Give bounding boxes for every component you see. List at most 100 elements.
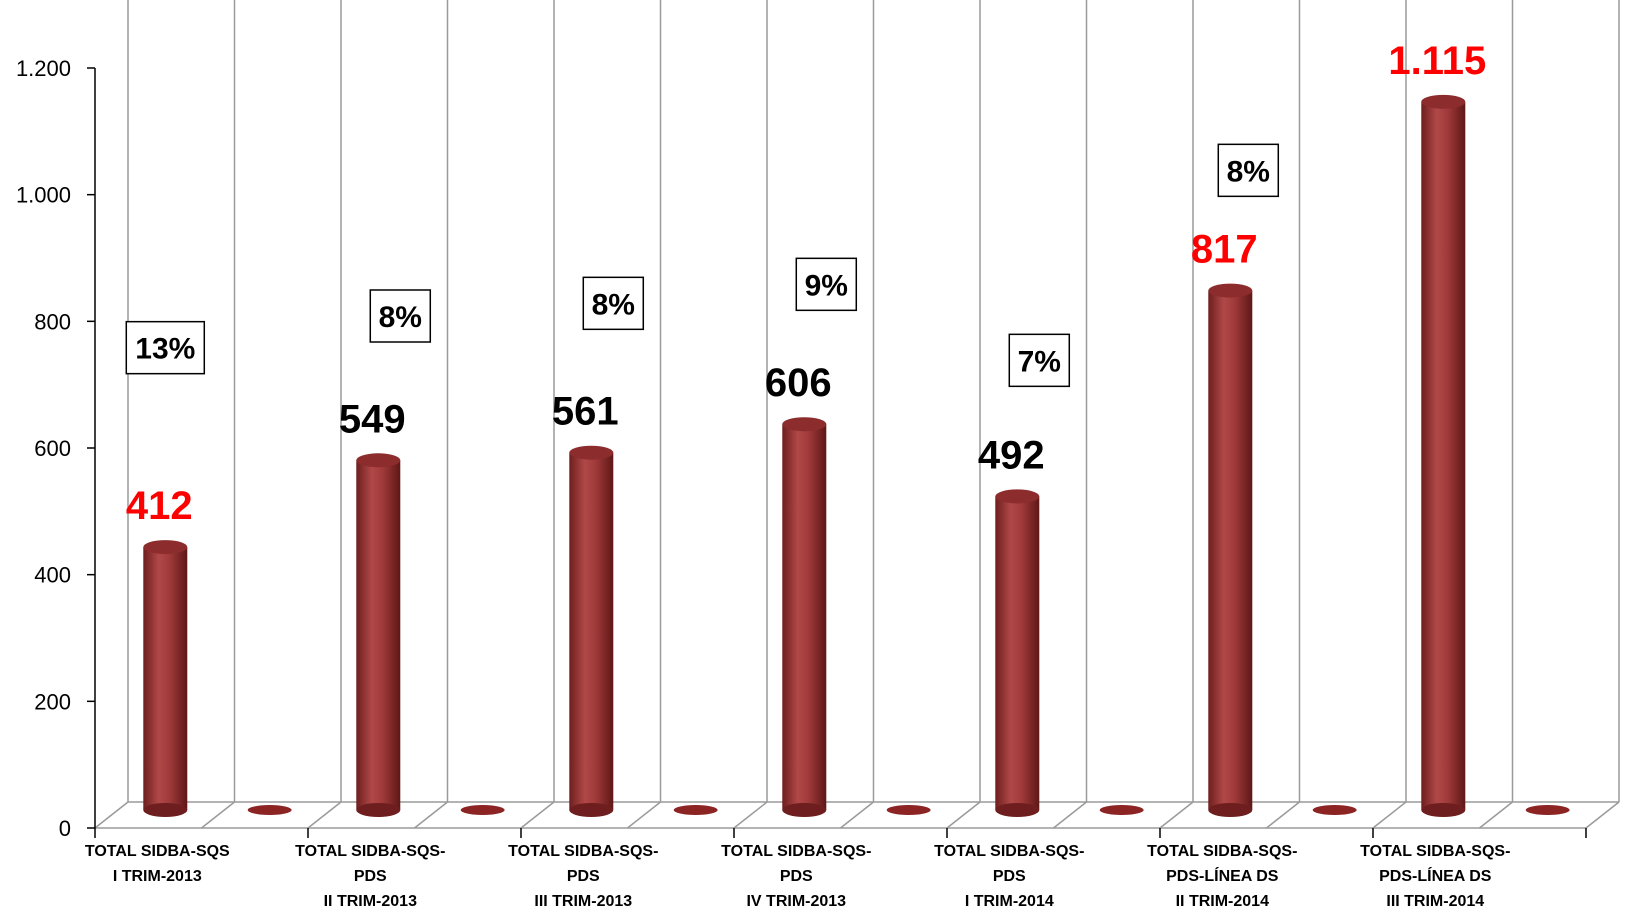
bar-body <box>356 460 401 810</box>
percent-label-box <box>582 276 645 331</box>
bar-base <box>995 803 1040 817</box>
value-label: 817 <box>1191 228 1258 272</box>
category-label: TOTAL SIDBA-SQS- <box>934 843 1084 860</box>
bar-base <box>143 803 188 817</box>
bar-top <box>782 417 827 432</box>
bar-base <box>1421 803 1466 817</box>
floor-line <box>1479 801 1513 829</box>
empty-bar-disc <box>886 805 931 815</box>
category-label: III TRIM-2014 <box>1386 893 1484 910</box>
value-label: 549 <box>339 397 406 441</box>
floor-line <box>1585 801 1620 829</box>
bar-body <box>569 452 614 810</box>
floor-line <box>1266 801 1300 829</box>
bar <box>1421 94 1466 817</box>
category-label: TOTAL SIDBA-SQS <box>85 843 230 860</box>
bar <box>1208 283 1253 817</box>
bar-body <box>782 424 827 810</box>
value-label: 412 <box>126 484 193 528</box>
y-tick-label: 800 <box>34 309 71 334</box>
category-label: PDS <box>780 868 813 885</box>
percent-label-text: 9% <box>805 269 848 302</box>
y-tick-label: 600 <box>34 436 71 461</box>
y-tick-label: 0 <box>59 816 71 841</box>
percent-label-text: 8% <box>379 301 422 334</box>
bar <box>143 540 188 817</box>
bar-body <box>1421 101 1466 811</box>
bar-top <box>356 453 401 468</box>
floor-line <box>520 801 555 829</box>
floor-line <box>201 801 235 829</box>
category-label: I TRIM-2014 <box>965 893 1054 910</box>
percent-label: 7% <box>1008 333 1071 388</box>
percent-label: 13% <box>125 320 206 375</box>
floor-line <box>1372 801 1407 829</box>
percent-label: 8% <box>1217 143 1280 198</box>
percent-label: 9% <box>795 257 858 312</box>
value-label: 492 <box>978 433 1045 477</box>
bar-base <box>1208 803 1253 817</box>
percent-label-box <box>125 320 206 375</box>
bar-top <box>995 489 1040 504</box>
percent-label: 8% <box>369 289 432 343</box>
grid-layer <box>87 0 1620 838</box>
category-label: PDS-LÍNEA DS <box>1379 866 1492 885</box>
y-tick-label: 1.000 <box>16 183 71 208</box>
floor-line <box>1053 801 1087 829</box>
percent-label-box <box>1008 333 1071 388</box>
bar-top <box>143 540 188 555</box>
value-label: 561 <box>552 390 619 434</box>
y-tick-label: 200 <box>34 689 71 714</box>
empty-bar-disc <box>1525 805 1570 815</box>
floor-line <box>1159 801 1194 829</box>
category-label: II TRIM-2013 <box>324 893 417 910</box>
category-label: PDS <box>354 868 387 885</box>
category-label: TOTAL SIDBA-SQS- <box>1147 843 1297 860</box>
category-label: PDS <box>993 868 1026 885</box>
empty-bar-disc <box>1099 805 1144 815</box>
floor-line <box>733 801 768 829</box>
percent-label-box <box>1217 143 1280 198</box>
floor-line <box>94 801 129 829</box>
percent-label: 8% <box>582 276 645 331</box>
bar-body <box>1208 290 1253 811</box>
category-label: TOTAL SIDBA-SQS- <box>1360 843 1510 860</box>
empty-bar-disc <box>1312 805 1357 815</box>
floor-line <box>627 801 661 829</box>
percent-label-text: 8% <box>1227 155 1270 188</box>
category-label: TOTAL SIDBA-SQS- <box>721 843 871 860</box>
category-label: TOTAL SIDBA-SQS- <box>508 843 658 860</box>
category-label: IV TRIM-2013 <box>746 893 846 910</box>
floor-line <box>414 801 448 829</box>
bar-body <box>143 547 188 810</box>
bar-body <box>995 496 1040 810</box>
floor-line <box>307 801 342 829</box>
percent-label-text: 7% <box>1018 345 1061 378</box>
bar-top <box>1421 94 1466 109</box>
category-label: II TRIM-2014 <box>1176 893 1269 910</box>
percent-label-box <box>369 289 432 343</box>
category-label: III TRIM-2013 <box>534 893 632 910</box>
bar-top <box>569 445 614 460</box>
bar-layer <box>143 94 1570 817</box>
bar-top <box>1208 283 1253 298</box>
bar <box>782 417 827 817</box>
percent-label-text: 13% <box>135 333 195 366</box>
category-label: PDS <box>567 868 600 885</box>
bar-base <box>782 803 827 817</box>
value-label: 606 <box>765 361 832 405</box>
floor-line <box>946 801 981 829</box>
label-layer: 0 200 400 600 800 1.000 1.200 412 13% TOTAL SIDBA… <box>16 39 1510 910</box>
y-tick-label: 1.200 <box>16 56 71 81</box>
bar <box>569 445 614 817</box>
empty-bar-disc <box>247 805 292 815</box>
category-label: PDS-LÍNEA DS <box>1166 866 1279 885</box>
empty-bar-disc <box>673 805 718 815</box>
percent-label-box <box>795 257 858 312</box>
category-label: I TRIM-2013 <box>113 868 202 885</box>
percent-label-text: 8% <box>592 288 635 321</box>
bar <box>995 489 1040 817</box>
bar-base <box>569 803 614 817</box>
y-tick-label: 400 <box>34 563 71 588</box>
